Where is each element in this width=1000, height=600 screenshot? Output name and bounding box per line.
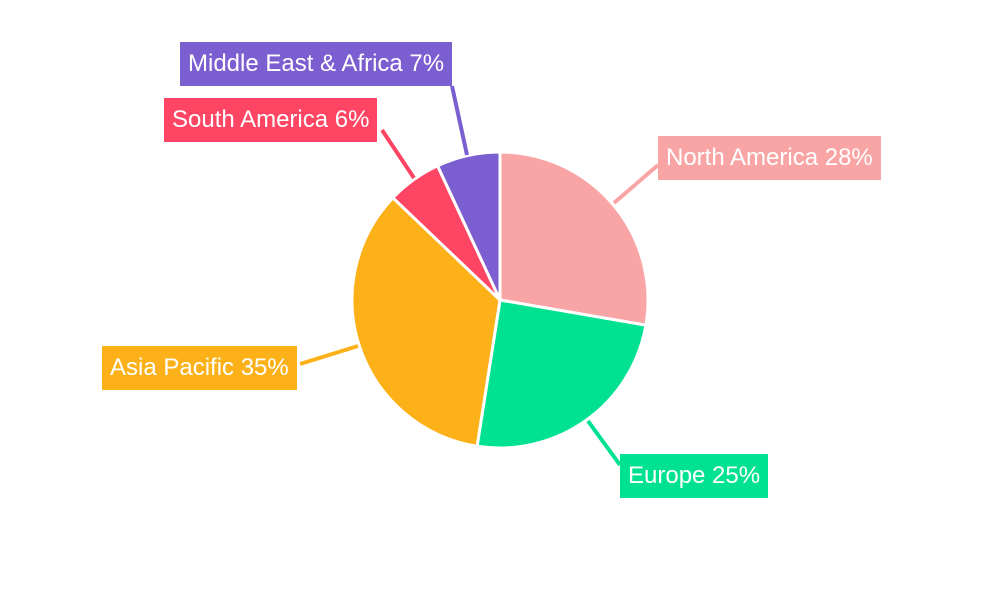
slice-north-america [498, 150, 650, 327]
label-asia-pacific: Asia Pacific 35% [102, 346, 297, 390]
leader-line-south-america [380, 128, 416, 180]
slice-middle-east-africa [436, 150, 502, 302]
label-middle-east-africa: Middle East & Africa 7% [180, 42, 453, 86]
label-south-america: South America 6% [164, 98, 378, 142]
slice-asia-pacific [350, 196, 502, 448]
leader-line-middle-east-africa [450, 85, 469, 156]
slice-europe [475, 298, 648, 450]
leader-line-north-america [612, 163, 660, 205]
leader-line-europe [586, 419, 622, 467]
label-north-america: North America 28% [658, 136, 881, 180]
label-europe: Europe 25% [620, 454, 769, 498]
leader-line-asia-pacific [299, 344, 359, 366]
